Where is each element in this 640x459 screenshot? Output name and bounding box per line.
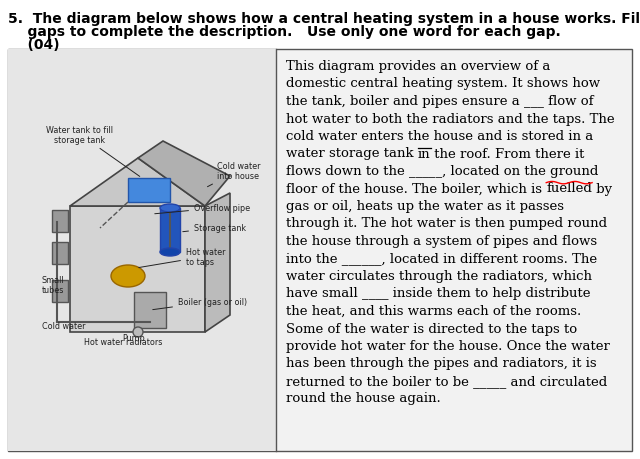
- Text: hot water to both the radiators and the taps. The: hot water to both the radiators and the …: [286, 112, 614, 125]
- Text: the heat, and this warms each of the rooms.: the heat, and this warms each of the roo…: [286, 304, 581, 317]
- Text: (04): (04): [8, 38, 60, 52]
- Text: into the ______, located in different rooms. The: into the ______, located in different ro…: [286, 252, 597, 265]
- Text: Small
tubes: Small tubes: [42, 275, 65, 294]
- Text: Some of the water is directed to the taps to: Some of the water is directed to the tap…: [286, 322, 577, 335]
- Text: flows down to the _____, located on the ground: flows down to the _____, located on the …: [286, 165, 598, 178]
- Bar: [8, 50, 632, 451]
- Bar: [52, 280, 68, 302]
- Polygon shape: [138, 142, 230, 207]
- Bar: [52, 242, 68, 264]
- Text: Water tank to fill
storage tank: Water tank to fill storage tank: [47, 125, 140, 177]
- Text: round the house again.: round the house again.: [286, 392, 441, 405]
- Text: This diagram provides an overview of a: This diagram provides an overview of a: [286, 60, 550, 73]
- Circle shape: [133, 327, 143, 337]
- Text: water storage tank: water storage tank: [286, 147, 418, 160]
- Text: provide hot water for the house. Once the water: provide hot water for the house. Once th…: [286, 339, 610, 352]
- Text: Overflow pipe: Overflow pipe: [155, 203, 250, 214]
- Text: floor of the house. The boiler, which is: floor of the house. The boiler, which is: [286, 182, 547, 195]
- Text: Boiler (gas or oil): Boiler (gas or oil): [153, 297, 247, 310]
- Text: domestic central heating system. It shows how: domestic central heating system. It show…: [286, 77, 600, 90]
- Text: through it. The hot water is then pumped round: through it. The hot water is then pumped…: [286, 217, 607, 230]
- Polygon shape: [205, 194, 230, 332]
- Text: the tank, boiler and pipes ensure a ___ flow of: the tank, boiler and pipes ensure a ___ …: [286, 95, 593, 108]
- Text: gaps to complete the description.   Use only one word for each gap.: gaps to complete the description. Use on…: [8, 25, 561, 39]
- Ellipse shape: [160, 205, 180, 213]
- Text: the roof. From there it: the roof. From there it: [431, 147, 585, 160]
- Text: the house through a system of pipes and flows: the house through a system of pipes and …: [286, 235, 597, 247]
- Text: Cold water: Cold water: [42, 321, 86, 330]
- Bar: [52, 211, 68, 233]
- Text: have small ____ inside them to help distribute: have small ____ inside them to help dist…: [286, 287, 591, 300]
- Text: Storage tank: Storage tank: [183, 224, 246, 233]
- Ellipse shape: [111, 265, 145, 287]
- Bar: [70, 207, 205, 332]
- Text: returned to the boiler to be _____ and circulated: returned to the boiler to be _____ and c…: [286, 374, 607, 387]
- Text: 5.  The diagram below shows how a central heating system in a house works. Fill : 5. The diagram below shows how a central…: [8, 12, 640, 26]
- Text: fuelled: fuelled: [547, 182, 592, 195]
- Text: gas or oil, heats up the water as it passes: gas or oil, heats up the water as it pas…: [286, 200, 564, 213]
- Bar: [128, 179, 170, 202]
- Text: Cold water
into house: Cold water into house: [207, 161, 260, 187]
- Text: cold water enters the house and is stored in a: cold water enters the house and is store…: [286, 130, 593, 143]
- Text: by: by: [592, 182, 612, 195]
- Text: has been through the pipes and radiators, it is: has been through the pipes and radiators…: [286, 357, 596, 369]
- Text: Pump: Pump: [123, 333, 145, 342]
- Ellipse shape: [160, 248, 180, 257]
- Text: Hot water
to taps: Hot water to taps: [139, 247, 225, 268]
- Text: in: in: [418, 147, 431, 160]
- Text: water circulates through the radiators, which: water circulates through the radiators, …: [286, 269, 592, 282]
- Bar: [8, 50, 276, 451]
- Bar: [160, 208, 180, 252]
- Bar: [134, 292, 166, 328]
- Polygon shape: [70, 159, 205, 207]
- Text: Hot water radiators: Hot water radiators: [84, 337, 163, 346]
